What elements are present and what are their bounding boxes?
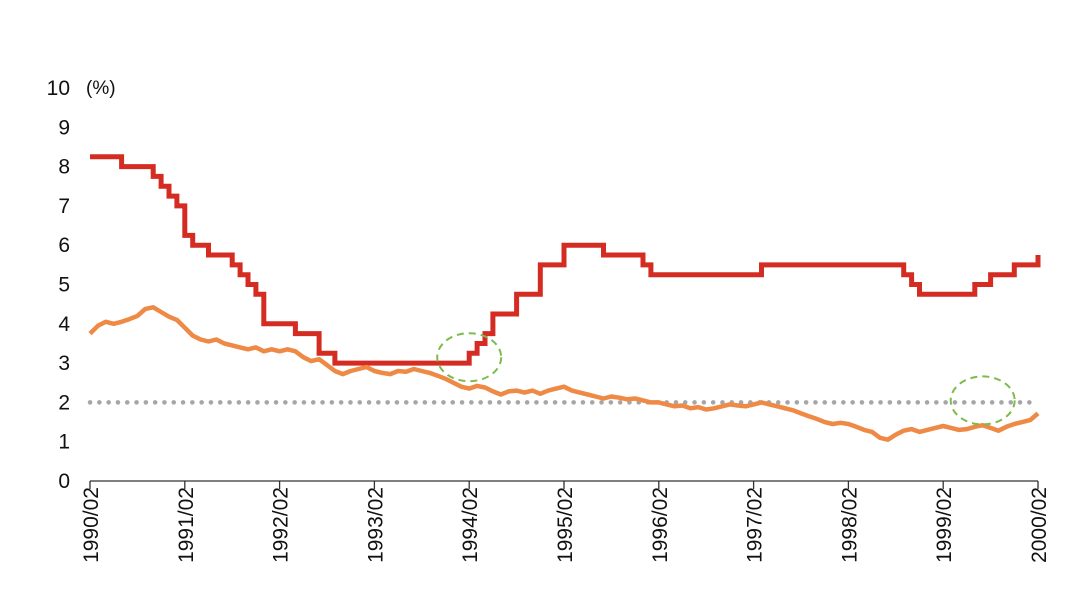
highlight-ellipse xyxy=(436,332,503,383)
x-tick-label: 1991/02 xyxy=(175,487,198,563)
series-inflation-line xyxy=(88,305,1040,442)
y-tick-label: 4 xyxy=(58,313,70,336)
highlight-ellipse xyxy=(949,375,1016,426)
highlight-markers xyxy=(436,332,1016,426)
series-layer xyxy=(88,154,1041,442)
x-tick-label: 1992/02 xyxy=(270,487,293,563)
y-tick-label: 9 xyxy=(58,116,70,139)
series-policy-rate-line xyxy=(90,154,1041,366)
x-tick-label: 1999/02 xyxy=(933,487,956,563)
x-axis-ticks: 1990/02 1991/02 1992/02 1993/02 1994/02 1995/… xyxy=(80,481,1051,563)
x-tick-label: 2000/02 xyxy=(1028,487,1051,563)
y-tick-label: 3 xyxy=(58,352,70,375)
y-tick-label: 2 xyxy=(58,391,70,414)
y-tick-label: 7 xyxy=(58,195,70,218)
y-tick-label: 10 xyxy=(47,77,70,100)
x-tick-label: 1993/02 xyxy=(364,487,387,563)
x-tick-label: 1998/02 xyxy=(838,487,861,563)
x-tick-label: 1996/02 xyxy=(649,487,672,563)
x-tick-label: 1990/02 xyxy=(80,487,103,563)
y-tick-label: 6 xyxy=(58,234,70,257)
y-tick-label: 8 xyxy=(58,156,70,179)
y-axis-unit-label: (%) xyxy=(86,78,116,99)
x-tick-label: 1997/02 xyxy=(744,487,767,563)
y-tick-label: 1 xyxy=(58,431,70,454)
y-tick-label: 0 xyxy=(58,470,70,493)
y-tick-label: 5 xyxy=(58,274,70,297)
y-axis-ticks: 0 1 2 3 4 5 6 7 8 9 10 xyxy=(47,77,71,493)
x-tick-label: 1995/02 xyxy=(554,487,577,563)
x-tick-label: 1994/02 xyxy=(459,487,482,563)
